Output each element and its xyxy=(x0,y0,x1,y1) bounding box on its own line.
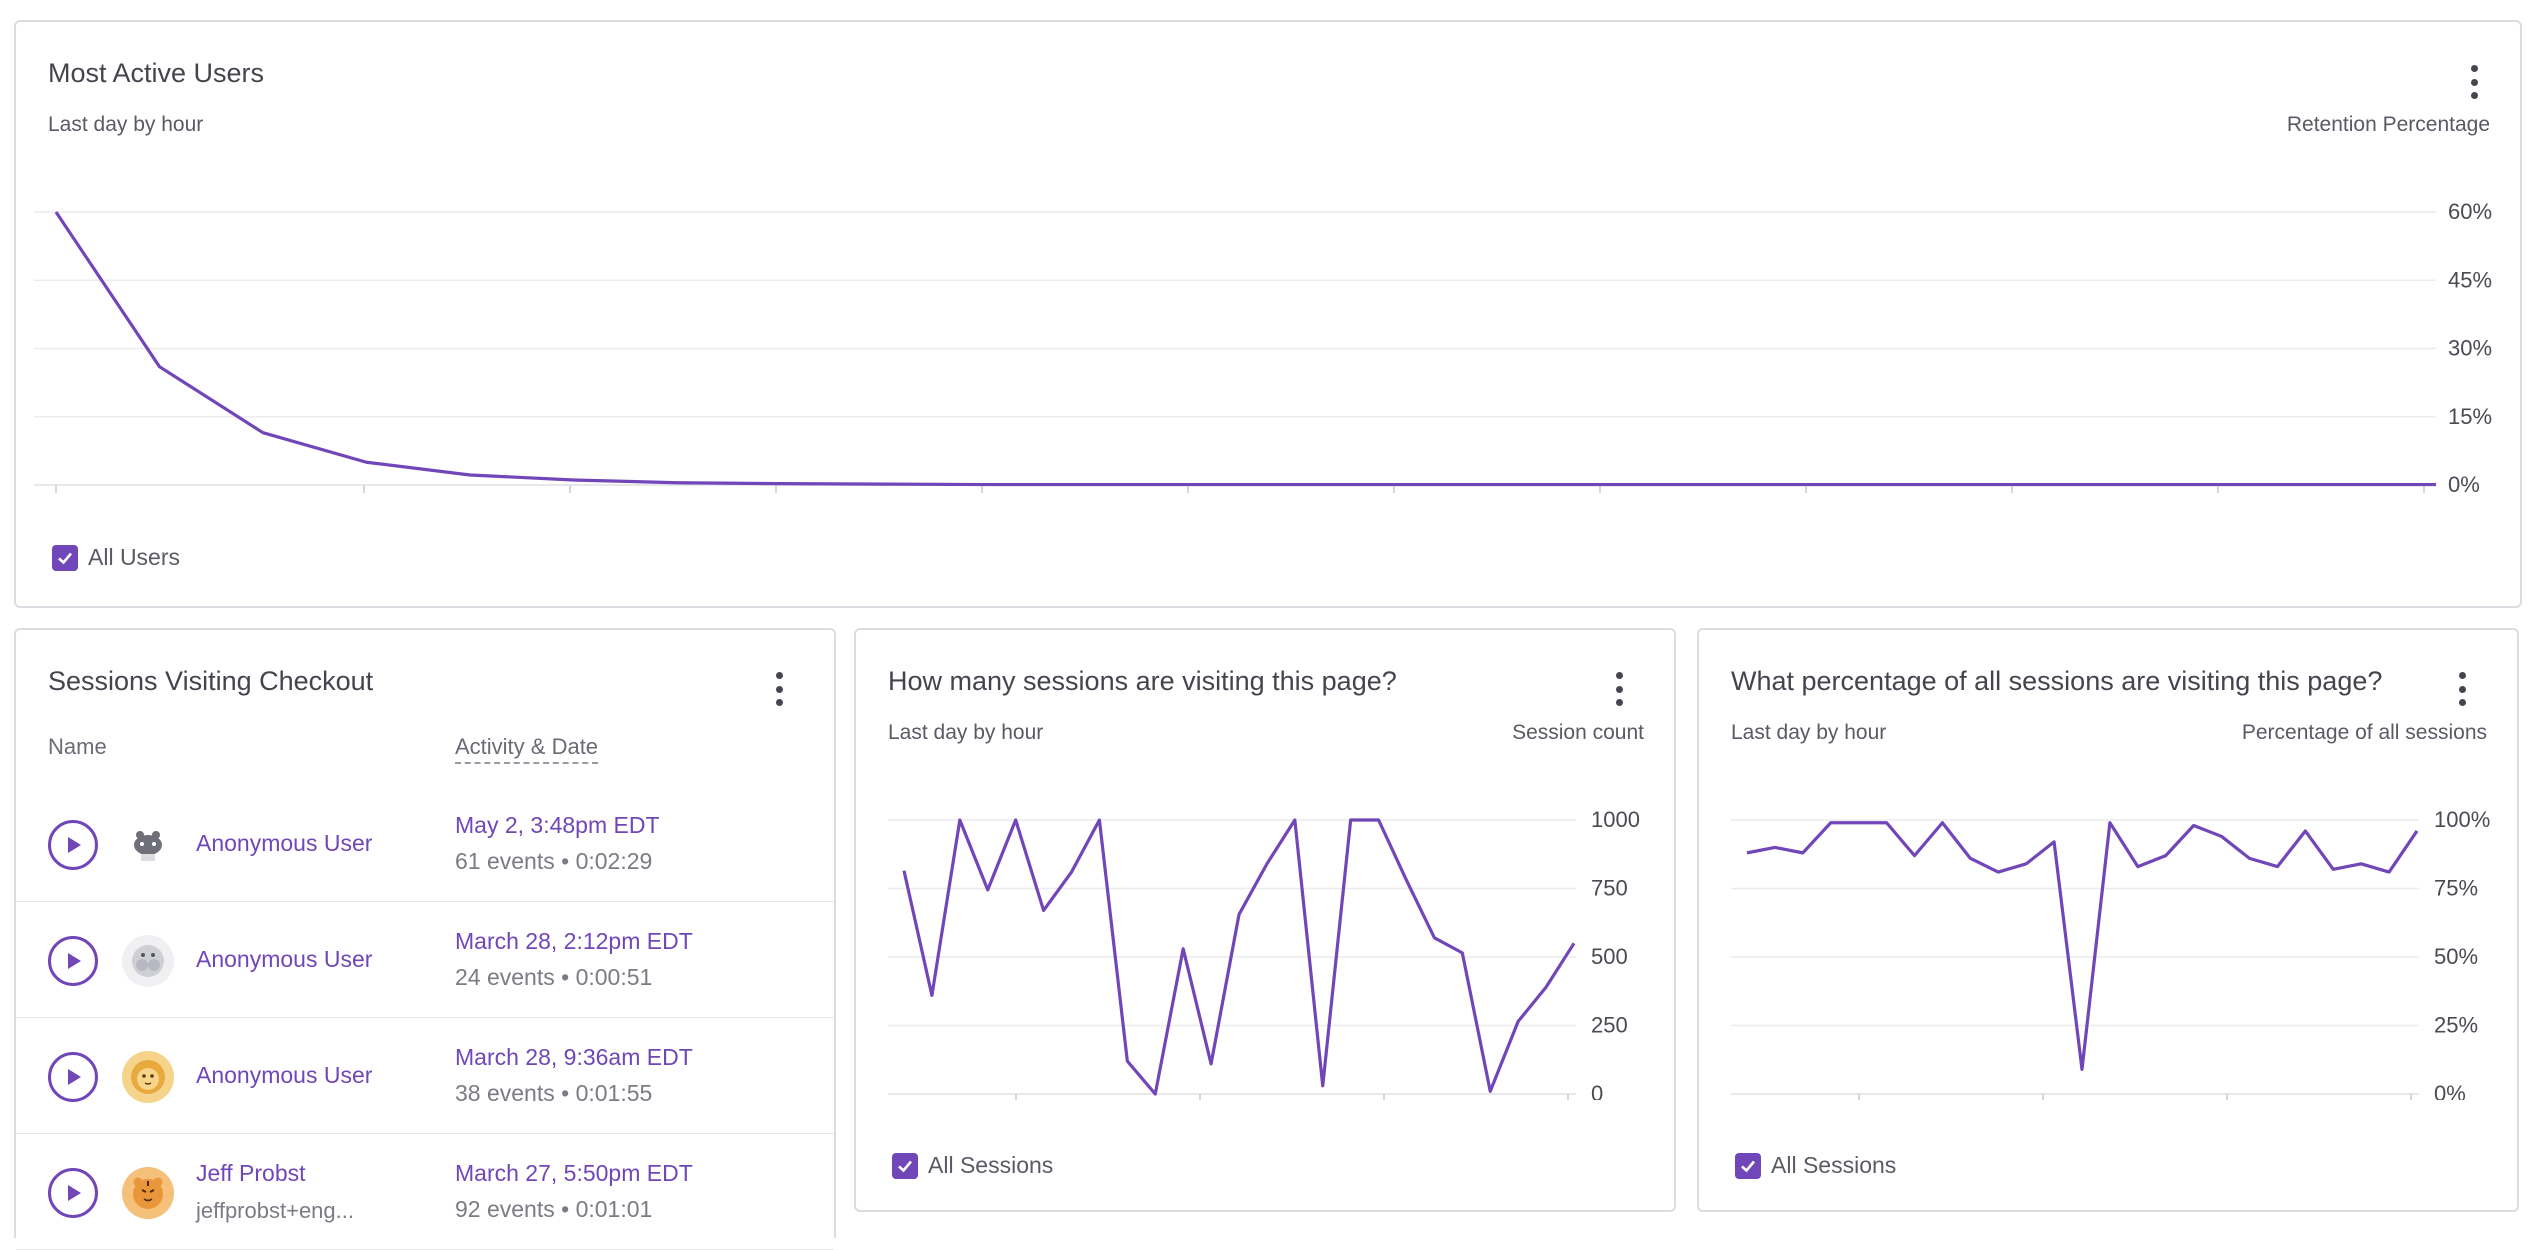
y-axis-label: Retention Percentage xyxy=(2287,113,2490,137)
retention-chart: 60%45%30%15%0%Same HourAfter 3 hoursAfte… xyxy=(16,172,2524,502)
activity-meta: 38 events • 0:01:55 xyxy=(455,1080,652,1107)
y-tick-label: 0 xyxy=(1591,1081,1603,1100)
y-tick-label: 50% xyxy=(2434,944,2478,969)
kebab-menu-icon[interactable] xyxy=(2464,65,2484,99)
chart-subtitle: Last day by hour xyxy=(48,113,203,137)
card-title: Sessions Visiting Checkout xyxy=(48,666,373,697)
sessions-table-card: Sessions Visiting Checkout Name Activity… xyxy=(14,628,836,1238)
table-row[interactable]: Jeff Probst jeffprobst+eng... March 27, 5:… xyxy=(16,1134,834,1250)
column-header-name: Name xyxy=(48,734,107,760)
kebab-menu-icon[interactable] xyxy=(1609,672,1629,706)
activity-meta: 61 events • 0:02:29 xyxy=(455,848,652,875)
legend-label: All Sessions xyxy=(928,1152,1053,1179)
legend-all-users[interactable]: All Users xyxy=(52,544,180,571)
y-tick-label: 100% xyxy=(2434,807,2490,832)
y-tick-label: 45% xyxy=(2448,267,2492,292)
card-title: Most Active Users xyxy=(48,58,264,89)
play-session-button[interactable] xyxy=(48,820,98,870)
y-tick-label: 750 xyxy=(1591,876,1628,901)
card-title: What percentage of all sessions are visi… xyxy=(1731,666,2382,697)
kebab-menu-icon[interactable] xyxy=(2452,672,2472,706)
user-name-link[interactable]: Anonymous User xyxy=(196,1062,372,1089)
session-count-chart: 100075050025001:41 PM8:41 PM3:41 AM10:41… xyxy=(856,780,1678,1100)
y-tick-label: 30% xyxy=(2448,336,2492,361)
play-session-button[interactable] xyxy=(48,1052,98,1102)
grey-animal-avatar-icon xyxy=(122,935,174,987)
play-icon xyxy=(62,834,84,856)
user-email: jeffprobst+eng... xyxy=(196,1198,354,1224)
activity-meta: 24 events • 0:00:51 xyxy=(455,964,652,991)
most-active-users-card: Most Active Users Last day by hour Reten… xyxy=(14,20,2522,608)
legend-label: All Sessions xyxy=(1771,1152,1896,1179)
y-tick-label: 0% xyxy=(2448,472,2480,497)
chart-subtitle: Last day by hour xyxy=(1731,721,1886,745)
y-tick-label: 1000 xyxy=(1591,807,1640,832)
column-header-activity-date[interactable]: Activity & Date xyxy=(455,734,598,764)
legend-all-sessions[interactable]: All Sessions xyxy=(1735,1152,1896,1179)
checkbox-checked-icon[interactable] xyxy=(1735,1153,1761,1179)
play-icon xyxy=(62,950,84,972)
checkbox-checked-icon[interactable] xyxy=(52,545,78,571)
y-axis-label: Session count xyxy=(1512,721,1644,745)
y-tick-label: 0% xyxy=(2434,1081,2466,1100)
session-count-card: How many sessions are visiting this page… xyxy=(854,628,1676,1212)
y-tick-label: 15% xyxy=(2448,404,2492,429)
user-name-link[interactable]: Jeff Probst xyxy=(196,1160,306,1187)
user-name-link[interactable]: Anonymous User xyxy=(196,830,372,857)
activity-date-link[interactable]: March 28, 2:12pm EDT xyxy=(455,928,693,955)
play-session-button[interactable] xyxy=(48,936,98,986)
activity-date-link[interactable]: March 28, 9:36am EDT xyxy=(455,1044,693,1071)
play-icon xyxy=(62,1066,84,1088)
lion-avatar-icon xyxy=(122,1051,174,1103)
series-line xyxy=(1747,823,2417,1070)
table-row[interactable]: Anonymous User March 28, 9:36am EDT 38 eve… xyxy=(16,1018,834,1134)
tiger-avatar-icon xyxy=(122,1167,174,1219)
hippo-avatar-icon xyxy=(122,819,174,871)
chart-subtitle: Last day by hour xyxy=(888,721,1043,745)
y-tick-label: 250 xyxy=(1591,1013,1628,1038)
y-tick-label: 75% xyxy=(2434,876,2478,901)
play-icon xyxy=(62,1182,84,1204)
table-row[interactable]: Anonymous User May 2, 3:48pm EDT 61 events… xyxy=(16,786,834,902)
y-tick-label: 60% xyxy=(2448,199,2492,224)
y-axis-label: Percentage of all sessions xyxy=(2242,721,2487,745)
session-percentage-chart: 100%75%50%25%0%1:41 PM8:41 PM3:41 AM10:4… xyxy=(1699,780,2521,1100)
activity-date-link[interactable]: May 2, 3:48pm EDT xyxy=(455,812,660,839)
activity-meta: 92 events • 0:01:01 xyxy=(455,1196,652,1223)
checkbox-checked-icon[interactable] xyxy=(892,1153,918,1179)
user-name-link[interactable]: Anonymous User xyxy=(196,946,372,973)
session-percentage-card: What percentage of all sessions are visi… xyxy=(1697,628,2519,1212)
legend-label: All Users xyxy=(88,544,180,571)
y-tick-label: 25% xyxy=(2434,1013,2478,1038)
table-row[interactable]: Anonymous User March 28, 2:12pm EDT 24 eve… xyxy=(16,902,834,1018)
play-session-button[interactable] xyxy=(48,1168,98,1218)
kebab-menu-icon[interactable] xyxy=(769,672,789,706)
legend-all-sessions[interactable]: All Sessions xyxy=(892,1152,1053,1179)
card-title: How many sessions are visiting this page… xyxy=(888,666,1397,697)
y-tick-label: 500 xyxy=(1591,944,1628,969)
activity-date-link[interactable]: March 27, 5:50pm EDT xyxy=(455,1160,693,1187)
